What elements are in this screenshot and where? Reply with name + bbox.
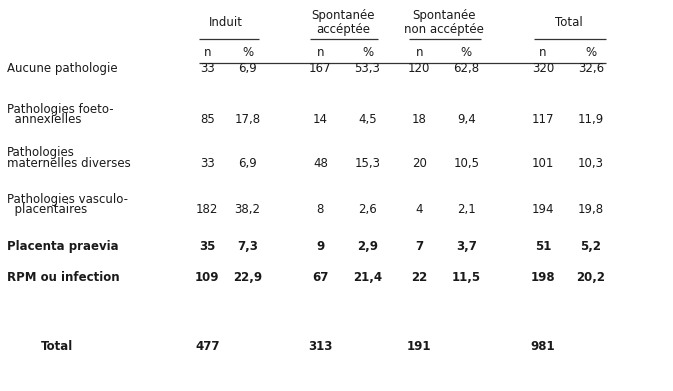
- Text: %: %: [362, 46, 373, 59]
- Text: 981: 981: [531, 339, 555, 353]
- Text: 18: 18: [412, 113, 427, 126]
- Text: Placenta praevia: Placenta praevia: [7, 240, 118, 253]
- Text: 33: 33: [200, 62, 215, 75]
- Text: 53,3: 53,3: [355, 62, 380, 75]
- Text: 22,9: 22,9: [233, 271, 262, 284]
- Text: %: %: [461, 46, 472, 59]
- Text: 11,5: 11,5: [452, 271, 481, 284]
- Text: accéptée: accéptée: [316, 23, 370, 36]
- Text: 11,9: 11,9: [577, 113, 604, 126]
- Text: annexielles: annexielles: [7, 113, 81, 126]
- Text: 14: 14: [313, 113, 328, 126]
- Text: Spontanée: Spontanée: [312, 9, 375, 22]
- Text: %: %: [586, 46, 596, 59]
- Text: 101: 101: [532, 156, 555, 170]
- Text: 182: 182: [196, 203, 219, 217]
- Text: n: n: [539, 46, 547, 59]
- Text: 2,1: 2,1: [457, 203, 476, 217]
- Text: 198: 198: [531, 271, 555, 284]
- Text: Pathologies foeto-: Pathologies foeto-: [7, 103, 113, 116]
- Text: 6,9: 6,9: [238, 62, 257, 75]
- Text: Total: Total: [555, 16, 583, 29]
- Text: 2,6: 2,6: [358, 203, 377, 217]
- Text: 20,2: 20,2: [576, 271, 606, 284]
- Text: Pathologies: Pathologies: [7, 146, 75, 159]
- Text: 21,4: 21,4: [353, 271, 382, 284]
- Text: 3,7: 3,7: [456, 240, 477, 253]
- Text: 117: 117: [532, 113, 555, 126]
- Text: 9,4: 9,4: [457, 113, 476, 126]
- Text: 194: 194: [532, 203, 555, 217]
- Text: placentaires: placentaires: [7, 203, 87, 217]
- Text: Induit: Induit: [209, 16, 242, 29]
- Text: 7,3: 7,3: [237, 240, 258, 253]
- Text: 22: 22: [411, 271, 427, 284]
- Text: 33: 33: [200, 156, 215, 170]
- Text: 313: 313: [308, 339, 332, 353]
- Text: n: n: [415, 46, 423, 59]
- Text: 109: 109: [195, 271, 219, 284]
- Text: Spontanée: Spontanée: [413, 9, 476, 22]
- Text: 477: 477: [195, 339, 219, 353]
- Text: 62,8: 62,8: [454, 62, 479, 75]
- Text: 32,6: 32,6: [578, 62, 604, 75]
- Text: 7: 7: [415, 240, 423, 253]
- Text: 6,9: 6,9: [238, 156, 257, 170]
- Text: 20: 20: [412, 156, 427, 170]
- Text: %: %: [242, 46, 253, 59]
- Text: maternelles diverses: maternelles diverses: [7, 156, 131, 170]
- Text: n: n: [316, 46, 324, 59]
- Text: 320: 320: [532, 62, 555, 75]
- Text: non accéptée: non accéptée: [404, 23, 484, 36]
- Text: 8: 8: [317, 203, 324, 217]
- Text: 5,2: 5,2: [580, 240, 602, 253]
- Text: n: n: [203, 46, 211, 59]
- Text: 167: 167: [309, 62, 332, 75]
- Text: 4: 4: [415, 203, 423, 217]
- Text: 48: 48: [313, 156, 328, 170]
- Text: 4,5: 4,5: [358, 113, 377, 126]
- Text: Pathologies vasculo-: Pathologies vasculo-: [7, 193, 128, 206]
- Text: 191: 191: [407, 339, 431, 353]
- Text: 120: 120: [408, 62, 431, 75]
- Text: Total: Total: [40, 339, 73, 353]
- Text: 19,8: 19,8: [578, 203, 604, 217]
- Text: RPM ou infection: RPM ou infection: [7, 271, 119, 284]
- Text: 10,3: 10,3: [578, 156, 604, 170]
- Text: 10,5: 10,5: [454, 156, 479, 170]
- Text: 67: 67: [312, 271, 328, 284]
- Text: 85: 85: [200, 113, 215, 126]
- Text: 38,2: 38,2: [235, 203, 260, 217]
- Text: 35: 35: [199, 240, 215, 253]
- Text: 51: 51: [535, 240, 551, 253]
- Text: 17,8: 17,8: [235, 113, 260, 126]
- Text: Aucune pathologie: Aucune pathologie: [7, 62, 117, 75]
- Text: 15,3: 15,3: [355, 156, 380, 170]
- Text: 2,9: 2,9: [357, 240, 378, 253]
- Text: 9: 9: [316, 240, 324, 253]
